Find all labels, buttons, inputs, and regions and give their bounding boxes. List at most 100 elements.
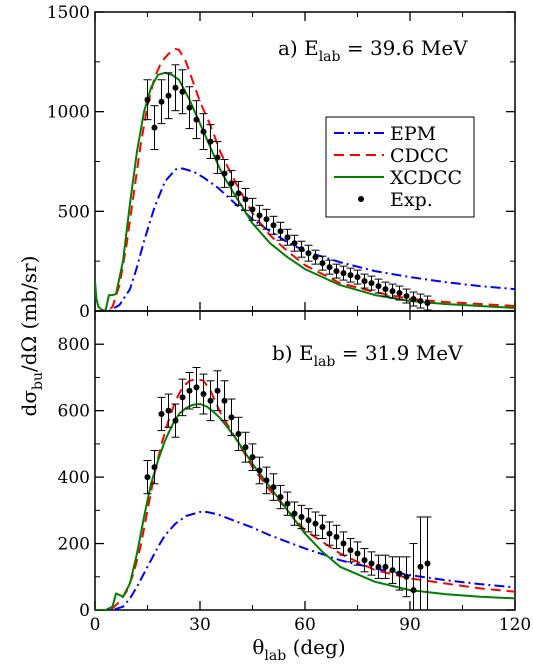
data-point-top bbox=[347, 272, 354, 279]
data-point-bottom bbox=[312, 520, 319, 527]
data-point-top bbox=[410, 296, 417, 303]
y-axis-label-main: dσ bbox=[17, 390, 41, 417]
series-group-top bbox=[95, 47, 515, 311]
data-point-bottom bbox=[347, 547, 354, 554]
x-tick-label: 60 bbox=[294, 615, 316, 635]
data-point-top bbox=[277, 228, 284, 235]
legend-label-exp: Exp. bbox=[390, 189, 433, 211]
data-point-top bbox=[375, 283, 382, 290]
panel-bottom: b) Elab = 31.9 MeV 0 200 400 600 800 0 30 60 90 1… bbox=[58, 310, 531, 635]
data-point-top bbox=[200, 128, 207, 135]
legend-label-epm: EPM bbox=[390, 123, 436, 145]
data-point-bottom bbox=[151, 464, 158, 471]
data-point-bottom bbox=[228, 414, 235, 421]
data-point-bottom bbox=[403, 573, 410, 580]
data-point-bottom bbox=[221, 397, 228, 404]
data-point-bottom bbox=[333, 533, 340, 540]
data-point-bottom bbox=[368, 560, 375, 567]
y-tick-label-bottom: 0 bbox=[79, 601, 90, 621]
x-tick-label: 0 bbox=[90, 615, 101, 635]
panel-bottom-annotation-rest: = 31.9 MeV bbox=[335, 341, 463, 365]
data-point-top bbox=[340, 270, 347, 277]
data-point-bottom bbox=[172, 417, 179, 424]
data-point-top bbox=[354, 274, 361, 281]
data-point-bottom bbox=[389, 567, 396, 574]
data-point-top bbox=[298, 246, 305, 253]
panel-top-annotation-main: a) E bbox=[278, 36, 319, 60]
data-point-top bbox=[270, 222, 277, 229]
data-point-top bbox=[144, 96, 151, 103]
y-tick-label-top: 0 bbox=[79, 302, 90, 322]
series-line-cdcc-top bbox=[95, 47, 515, 311]
data-point-top bbox=[417, 298, 424, 305]
data-point-top bbox=[193, 116, 200, 123]
y-axis-label: dσbu/dΩ (mb/sr) bbox=[17, 256, 46, 417]
data-point-top bbox=[291, 240, 298, 247]
x-axis-label-main: θ bbox=[252, 635, 264, 659]
data-point-bottom bbox=[417, 563, 424, 570]
x-axis-label-rest: (deg) bbox=[286, 635, 345, 659]
x-tick-label: 30 bbox=[189, 615, 211, 635]
y-tick-label-bottom: 200 bbox=[58, 535, 90, 555]
y-tick-label-bottom: 400 bbox=[58, 468, 90, 488]
data-point-bottom bbox=[298, 513, 305, 520]
x-tick-label: 90 bbox=[399, 615, 421, 635]
data-point-bottom bbox=[158, 410, 165, 417]
data-point-top bbox=[284, 234, 291, 241]
legend-label-cdcc: CDCC bbox=[390, 145, 449, 167]
data-point-top bbox=[319, 260, 326, 267]
data-point-bottom bbox=[319, 523, 326, 530]
data-point-top bbox=[361, 278, 368, 285]
data-point-bottom bbox=[256, 467, 263, 474]
data-point-top bbox=[165, 92, 172, 99]
y-axis-label-rest: /dΩ (mb/sr) bbox=[17, 256, 41, 372]
data-point-bottom bbox=[361, 557, 368, 564]
data-point-bottom bbox=[382, 563, 389, 570]
data-point-top bbox=[333, 268, 340, 275]
data-point-bottom bbox=[193, 384, 200, 391]
data-point-top bbox=[389, 288, 396, 295]
data-point-bottom bbox=[410, 587, 417, 594]
panel-bottom-annotation-sub: lab bbox=[314, 354, 336, 370]
data-point-top bbox=[172, 84, 179, 91]
data-point-top bbox=[228, 180, 235, 187]
series-line-epm-top bbox=[95, 167, 515, 311]
series-group-bottom bbox=[95, 366, 515, 610]
y-tick-label-top: 1500 bbox=[47, 3, 90, 23]
data-point-bottom bbox=[200, 391, 207, 398]
data-point-bottom bbox=[396, 570, 403, 577]
panel-top-annotation-sub: lab bbox=[319, 49, 341, 65]
data-point-bottom bbox=[186, 387, 193, 394]
y-tick-label-top: 1000 bbox=[47, 103, 90, 123]
y-tick-label-top: 500 bbox=[58, 202, 90, 222]
data-point-bottom bbox=[305, 517, 312, 524]
y-tick-label-bottom: 600 bbox=[58, 402, 90, 422]
data-point-bottom bbox=[424, 560, 431, 567]
data-point-bottom bbox=[284, 500, 291, 507]
x-axis-label: θlab (deg) bbox=[252, 635, 345, 664]
data-point-top bbox=[368, 280, 375, 287]
data-point-top bbox=[186, 104, 193, 111]
data-point-top bbox=[256, 212, 263, 219]
data-point-top bbox=[305, 250, 312, 257]
y-tick-label-bottom: 800 bbox=[58, 335, 90, 355]
data-point-top bbox=[396, 290, 403, 297]
data-point-top bbox=[235, 190, 242, 197]
legend-label-xcdcc: XCDCC bbox=[390, 167, 462, 189]
data-point-top bbox=[207, 138, 214, 145]
data-point-top bbox=[326, 264, 333, 271]
panel-top-annotation: a) Elab = 39.6 MeV bbox=[278, 36, 468, 65]
data-point-top bbox=[249, 206, 256, 213]
panel-top-annotation-rest: = 39.6 MeV bbox=[340, 36, 468, 60]
data-point-bottom bbox=[179, 394, 186, 401]
data-point-bottom bbox=[270, 484, 277, 491]
data-point-top bbox=[214, 154, 221, 161]
series-line-cdcc-bottom bbox=[95, 378, 515, 610]
data-point-bottom bbox=[242, 444, 249, 451]
data-point-top bbox=[403, 293, 410, 300]
data-point-bottom bbox=[291, 510, 298, 517]
x-axis-label-sub: lab bbox=[264, 648, 286, 664]
data-point-bottom bbox=[340, 540, 347, 547]
data-point-top bbox=[242, 196, 249, 203]
panel-bottom-annotation: b) Elab = 31.9 MeV bbox=[272, 341, 463, 370]
